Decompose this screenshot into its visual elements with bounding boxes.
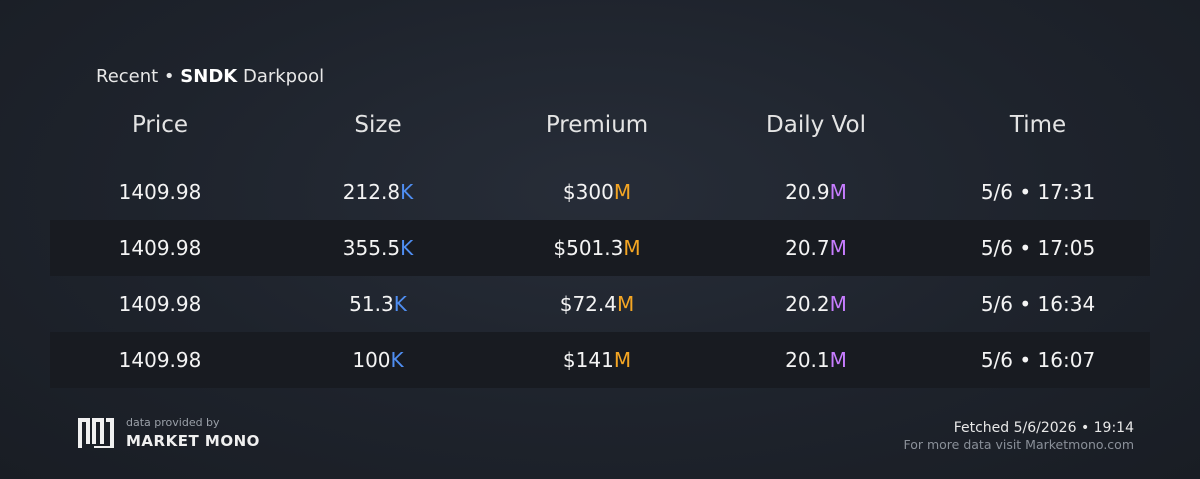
cell-value: 20.7 — [785, 236, 830, 260]
ticker: SNDK — [180, 66, 238, 87]
table-cell: 1409.98 — [119, 348, 202, 372]
cell-value: $501.3 — [553, 236, 624, 260]
cell-unit: M — [623, 236, 641, 260]
table-row: 1409.98 100K $141M 20.1M 5/6 • 16:07 — [50, 332, 1150, 388]
cell-unit: M — [829, 180, 847, 204]
fetched: Fetched 5/6/2026 • 19:14 — [953, 420, 1134, 436]
table-row: 1409.98 355.5K $501.3M 20.7M 5/6 • 17:05 — [50, 220, 1150, 276]
table-cell: 20.2M — [785, 292, 847, 316]
column-header: Premium — [545, 112, 649, 138]
cell-value: $72.4 — [559, 292, 617, 316]
column-header: Price — [131, 112, 189, 138]
cell-unit: K — [400, 236, 414, 260]
cell-value: 5/6 • 16:34 — [980, 292, 1096, 316]
cell-value: 20.2 — [785, 292, 830, 316]
cell-value: 1409.98 — [118, 348, 202, 372]
provided-by: data provided by — [126, 416, 220, 429]
cell-value: 1409.98 — [118, 236, 202, 260]
table-cell: 5/6 • 17:05 — [981, 236, 1095, 260]
table-cell: 212.8K — [343, 180, 413, 204]
cell-value: 5/6 • 17:31 — [980, 180, 1096, 204]
table-cell: 5/6 • 17:31 — [981, 180, 1095, 204]
cell-unit: K — [390, 348, 404, 372]
brand: MARKET MONO — [126, 432, 260, 450]
cell-value: 5/6 • 17:05 — [980, 236, 1096, 260]
table-cell: 20.9M — [785, 180, 847, 204]
table-cell: 1409.98 — [119, 236, 202, 260]
visit-link: For more data visit Marketmono.com — [903, 437, 1134, 452]
cell-value: 1409.98 — [118, 180, 202, 204]
cell-unit: M — [617, 292, 635, 316]
cell-value: $300 — [562, 180, 614, 204]
table-cell: 5/6 • 16:07 — [981, 348, 1095, 372]
table-cell: 5/6 • 16:34 — [981, 292, 1095, 316]
table-cell: $501.3M — [553, 236, 640, 260]
table-cell: $300M — [563, 180, 631, 204]
table-cell: 100K — [352, 348, 403, 372]
column-header: Time — [1009, 112, 1067, 138]
cell-unit: M — [613, 180, 632, 204]
table-cell: 1409.98 — [119, 180, 202, 204]
table-cell: $141M — [563, 348, 631, 372]
cell-unit: K — [400, 180, 414, 204]
cell-value: 100 — [352, 348, 391, 372]
title-suffix: Darkpool — [242, 66, 325, 87]
logo — [78, 418, 114, 448]
cell-unit: M — [829, 236, 847, 260]
title: Recent • SNDK Darkpool — [96, 66, 324, 87]
cell-value: 212.8 — [342, 180, 401, 204]
table-cell: 51.3K — [349, 292, 407, 316]
cell-value: 1409.98 — [118, 292, 202, 316]
cell-value: 51.3 — [349, 292, 394, 316]
table-cell: 20.7M — [785, 236, 847, 260]
cell-unit: M — [829, 292, 847, 316]
cell-value: 20.9 — [785, 180, 830, 204]
title-prefix: Recent • — [96, 66, 175, 87]
column-header: Size — [354, 112, 402, 138]
cell-value: 5/6 • 16:07 — [980, 348, 1096, 372]
table-row: 1409.98 212.8K $300M 20.9M 5/6 • 17:31 — [50, 164, 1150, 220]
cell-unit: M — [829, 348, 847, 372]
table-cell: $72.4M — [560, 292, 635, 316]
table-cell: 1409.98 — [119, 292, 202, 316]
table-cell: 355.5K — [343, 236, 413, 260]
cell-unit: M — [613, 348, 632, 372]
table-row: 1409.98 51.3K $72.4M 20.2M 5/6 • 16:34 — [50, 276, 1150, 332]
table-cell: 20.1M — [785, 348, 847, 372]
column-header: Daily Vol — [766, 112, 866, 138]
cell-unit: K — [393, 292, 407, 316]
cell-value: $141 — [562, 348, 614, 372]
cell-value: 20.1 — [785, 348, 830, 372]
cell-value: 355.5 — [342, 236, 401, 260]
